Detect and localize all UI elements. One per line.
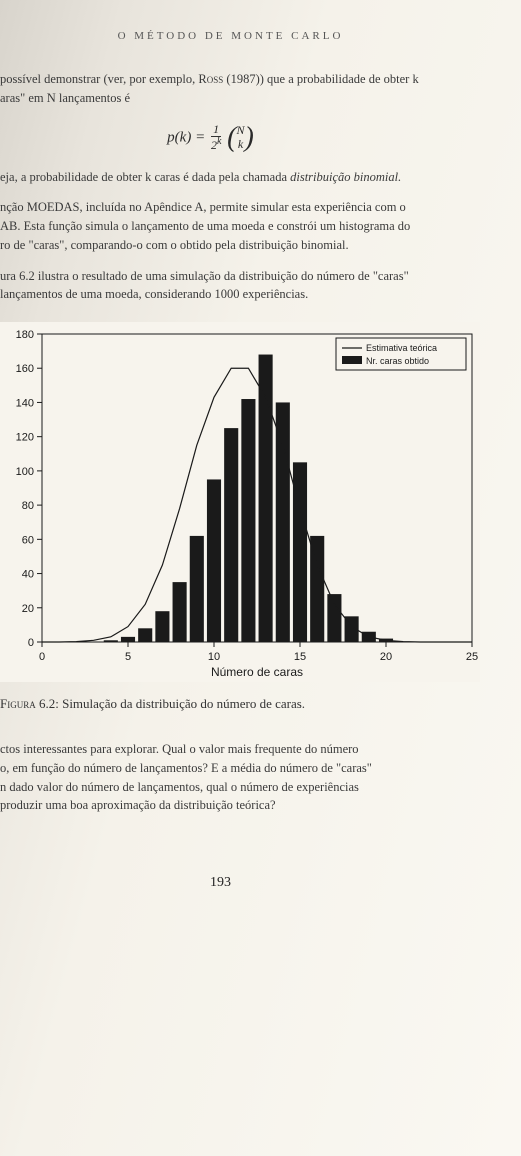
svg-text:60: 60	[22, 534, 34, 546]
svg-text:Estimativa teórica: Estimativa teórica	[366, 343, 437, 353]
svg-text:15: 15	[294, 651, 306, 663]
formula-lhs: p(k) =	[167, 129, 205, 145]
formula-binomial: p(k) = 1 2k (Nk)	[0, 122, 501, 154]
svg-text:100: 100	[16, 466, 34, 478]
svg-text:40: 40	[22, 569, 34, 581]
frac-den: 2k	[209, 138, 223, 152]
text: (1987)) que a probabilidade de obter k	[223, 72, 418, 86]
paragraph-5: ctos interessantes para explorar. Qual o…	[0, 740, 501, 815]
paragraph-1: possível demonstrar (ver, por exemplo, R…	[0, 70, 501, 108]
text: o, em função do número de lançamentos? E…	[0, 761, 372, 775]
text: aras" em N lançamentos é	[0, 91, 130, 105]
svg-text:180: 180	[16, 329, 34, 341]
book-page: O MÉTODO DE MONTE CARLO possível demonst…	[0, 0, 521, 911]
svg-text:0: 0	[28, 637, 34, 649]
svg-text:20: 20	[380, 651, 392, 663]
text: ro de "caras", comparando-o com o obtido…	[0, 238, 349, 252]
svg-text:20: 20	[22, 603, 34, 615]
page-number: 193	[0, 875, 501, 891]
binomial: (Nk)	[227, 122, 254, 154]
paragraph-2: eja, a probabilidade de obter k caras é …	[0, 168, 501, 187]
text: ura 6.2 ilustra o resultado de uma simul…	[0, 269, 409, 283]
svg-text:Nr. caras obtido: Nr. caras obtido	[366, 356, 429, 366]
text: ctos interessantes para explorar. Qual o…	[0, 742, 359, 756]
text: possível demonstrar (ver, por exemplo,	[0, 72, 198, 86]
svg-text:160: 160	[16, 363, 34, 375]
text: eja, a probabilidade de obter k caras é …	[0, 170, 290, 184]
paragraph-3: nção MOEDAS, incluída no Apêndice A, per…	[0, 198, 501, 254]
svg-text:10: 10	[208, 651, 220, 663]
text: lançamentos de uma moeda, considerando 1…	[0, 287, 308, 301]
figure-6-2: 0 20 40 60 80 100 120 140 160 180 0 5 10 15 20 25 Número…	[0, 322, 501, 682]
fraction: 1 2k	[209, 123, 223, 152]
text: n dado valor do número de lançamentos, q…	[0, 780, 359, 794]
term-italic: distribuição binomial.	[290, 170, 401, 184]
author-ref: Ross	[198, 72, 223, 86]
svg-text:140: 140	[16, 397, 34, 409]
frac-num: 1	[211, 122, 221, 137]
svg-text:25: 25	[466, 651, 478, 663]
svg-text:80: 80	[22, 500, 34, 512]
svg-text:5: 5	[125, 651, 131, 663]
figure-caption: Figura 6.2: Simulação da distribuição do…	[0, 696, 501, 712]
caption-label: Figura 6.2:	[0, 696, 59, 711]
caption-text: Simulação da distribuição do número de c…	[59, 696, 305, 711]
svg-text:120: 120	[16, 432, 34, 444]
svg-text:0: 0	[39, 651, 45, 663]
paragraph-4: ura 6.2 ilustra o resultado de uma simul…	[0, 267, 501, 305]
binom-col: Nk	[236, 124, 244, 150]
paren-right: )	[245, 122, 254, 153]
text: AB. Esta função simula o lançamento de u…	[0, 219, 410, 233]
text: produzir uma boa aproximação da distribu…	[0, 798, 276, 812]
histogram-chart: 0 20 40 60 80 100 120 140 160 180 0 5 10 15 20 25 Número…	[0, 322, 480, 682]
running-header: O MÉTODO DE MONTE CARLO	[0, 30, 501, 42]
svg-text:Número de caras: Número de caras	[211, 665, 303, 679]
text: nção MOEDAS, incluída no Apêndice A, per…	[0, 200, 406, 214]
